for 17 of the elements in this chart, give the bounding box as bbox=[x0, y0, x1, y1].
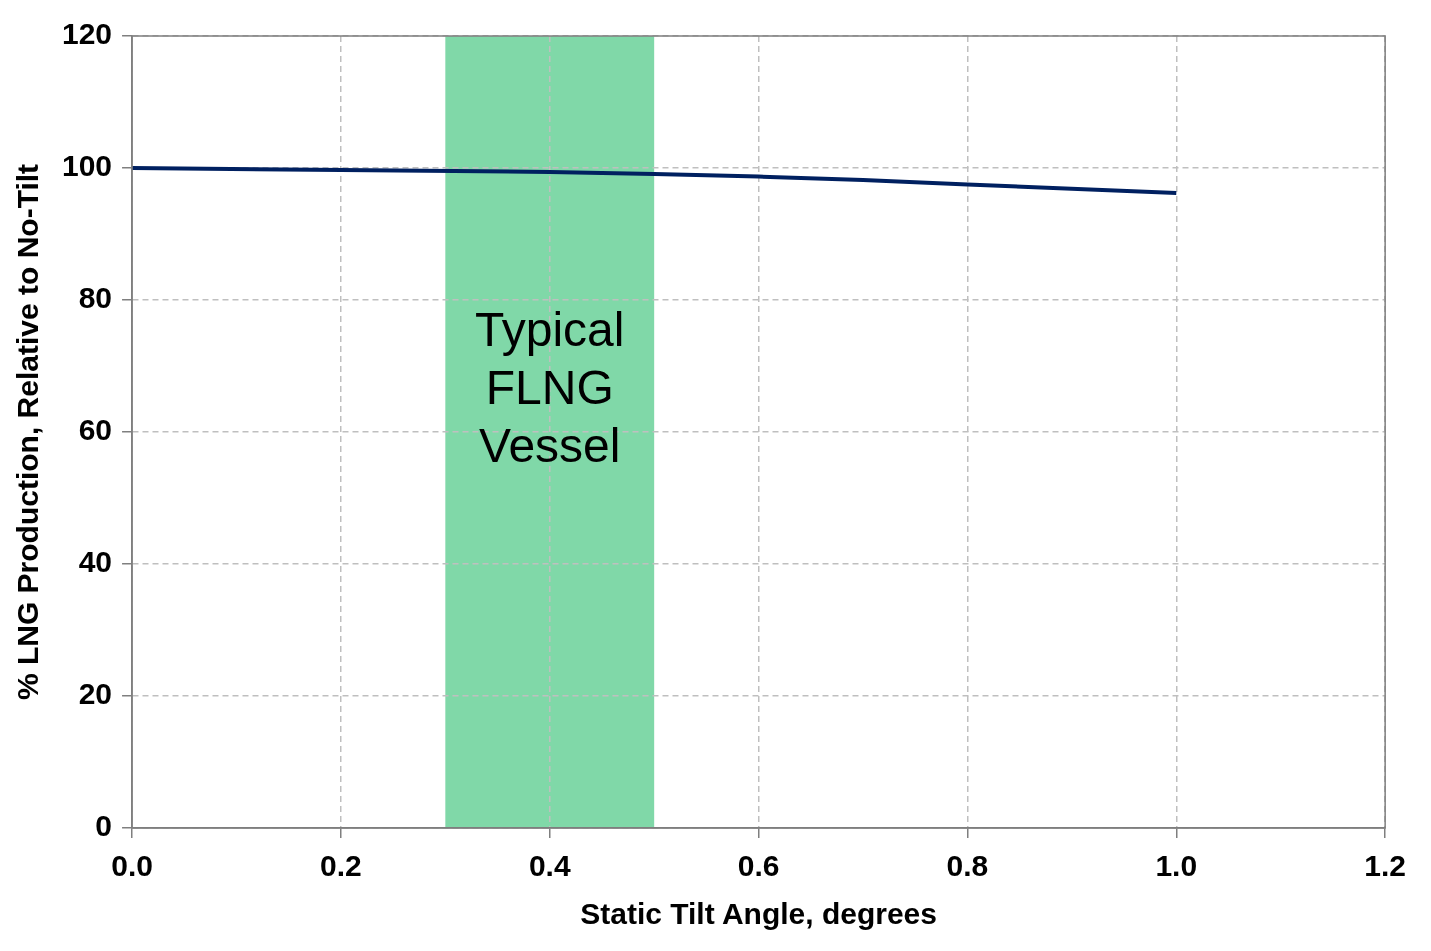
x-tick-label: 0.2 bbox=[320, 849, 362, 883]
x-tick-label: 1.0 bbox=[1155, 849, 1198, 883]
x-tick-label: 0.6 bbox=[737, 849, 780, 883]
y-tick-label: 100 bbox=[61, 149, 113, 183]
x-axis-title: Static Tilt Angle, degrees bbox=[580, 897, 937, 931]
y-tick-label: 40 bbox=[78, 545, 113, 579]
x-tick-label: 0.0 bbox=[111, 849, 153, 883]
band-label: Typical FLNG Vessel bbox=[475, 303, 625, 473]
y-tick-label: 80 bbox=[78, 281, 113, 315]
y-tick-label: 20 bbox=[78, 677, 113, 711]
y-axis-title: % LNG Production, Relative to No-Tilt bbox=[11, 163, 45, 701]
y-tick-label: 60 bbox=[78, 413, 113, 447]
y-tick-label: 120 bbox=[61, 17, 113, 51]
y-tick-label: 0 bbox=[95, 809, 113, 843]
x-tick-label: 0.4 bbox=[528, 849, 571, 883]
x-tick-label: 0.8 bbox=[946, 849, 989, 883]
x-tick-label: 1.2 bbox=[1364, 849, 1407, 883]
